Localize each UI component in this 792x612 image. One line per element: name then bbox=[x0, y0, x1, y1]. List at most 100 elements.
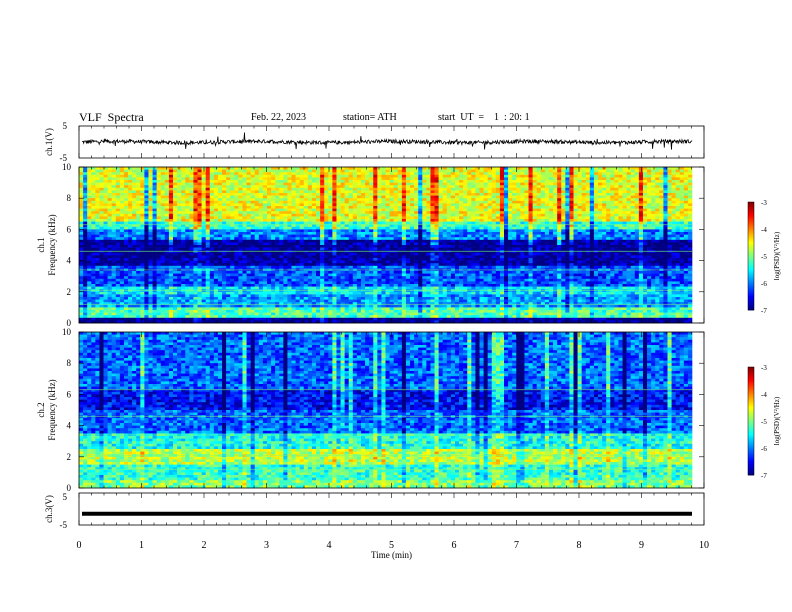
spectrogram-cell bbox=[202, 232, 206, 235]
spectrogram-cell bbox=[189, 214, 193, 217]
spectrogram-cell bbox=[606, 216, 610, 219]
spectrogram-cell bbox=[373, 185, 377, 188]
spectrogram-cell bbox=[361, 211, 365, 214]
spectrogram-cell bbox=[238, 214, 242, 217]
spectrogram-cell bbox=[520, 177, 524, 180]
spectrogram-cell bbox=[500, 185, 504, 188]
spectrogram-cell bbox=[287, 167, 291, 170]
spectrogram-cell bbox=[545, 177, 549, 180]
spectrogram-cell bbox=[242, 237, 246, 240]
spectrogram-cell bbox=[328, 248, 332, 251]
spectrogram-cell bbox=[512, 190, 516, 193]
spectrogram-cell bbox=[684, 180, 688, 183]
spectrogram-cell bbox=[247, 209, 251, 212]
spectrogram-cell bbox=[87, 193, 91, 196]
spectrogram-cell bbox=[83, 242, 87, 245]
spectrogram-cell bbox=[116, 242, 120, 245]
spectrogram-cell bbox=[271, 245, 275, 248]
spectrogram-cell bbox=[173, 222, 177, 225]
spectrogram-cell bbox=[524, 167, 528, 170]
spectrogram-cell bbox=[484, 196, 488, 199]
spectrogram-cell bbox=[492, 214, 496, 217]
spectrogram-cell bbox=[95, 175, 99, 178]
spectrogram-cell bbox=[627, 222, 631, 225]
spectrogram-cell bbox=[594, 167, 598, 170]
spectrogram-cell bbox=[247, 216, 251, 219]
spectrogram-cell bbox=[398, 203, 402, 206]
spectrogram-cell bbox=[451, 248, 455, 251]
spectrogram-cell bbox=[512, 183, 516, 186]
spectrogram-cell bbox=[381, 188, 385, 191]
spectrogram-cell bbox=[238, 250, 242, 253]
spectrogram-cell bbox=[198, 201, 202, 204]
spectrogram-cell bbox=[439, 235, 443, 238]
spectrogram-cell bbox=[296, 237, 300, 240]
spectrogram-cell bbox=[529, 227, 533, 230]
spectrogram-cell bbox=[414, 250, 418, 253]
spectrogram-cell bbox=[202, 185, 206, 188]
spectrogram-cell bbox=[430, 227, 434, 230]
spectrogram-cell bbox=[116, 198, 120, 201]
spectrogram-cell bbox=[467, 177, 471, 180]
spectrogram-cell bbox=[565, 201, 569, 204]
spectrogram-cell bbox=[210, 198, 214, 201]
spectrogram-cell bbox=[500, 190, 504, 193]
spectrogram-cell bbox=[316, 214, 320, 217]
spectrogram-cell bbox=[573, 170, 577, 173]
spectrogram-cell bbox=[181, 201, 185, 204]
spectrogram-cell bbox=[132, 180, 136, 183]
spectrogram-cell bbox=[488, 206, 492, 209]
spectrogram-cell bbox=[578, 240, 582, 243]
spectrogram-cell bbox=[308, 203, 312, 206]
spectrogram-cell bbox=[263, 214, 267, 217]
spectrogram-cell bbox=[500, 196, 504, 199]
spectrogram-cell bbox=[300, 209, 304, 212]
spectrogram-cell bbox=[623, 180, 627, 183]
spectrogram-cell bbox=[578, 242, 582, 245]
spectrogram-cell bbox=[361, 201, 365, 204]
spectrogram-cell bbox=[635, 175, 639, 178]
spectrogram-cell bbox=[373, 232, 377, 235]
spectrogram-cell bbox=[108, 201, 112, 204]
spectrogram-cell bbox=[492, 237, 496, 240]
spectrogram-cell bbox=[83, 203, 87, 206]
spectrogram-cell bbox=[345, 240, 349, 243]
spectrogram-cell bbox=[206, 214, 210, 217]
spectrogram-cell bbox=[251, 232, 255, 235]
spectrogram-cell bbox=[557, 185, 561, 188]
spectrogram-cell bbox=[198, 188, 202, 191]
spectrogram-cell bbox=[128, 227, 132, 230]
spectrogram-cell bbox=[353, 219, 357, 222]
spectrogram-cell bbox=[610, 180, 614, 183]
spectrogram-cell bbox=[479, 183, 483, 186]
spectrogram-cell bbox=[353, 172, 357, 175]
spectrogram-cell bbox=[328, 180, 332, 183]
spectrogram-cell bbox=[561, 216, 565, 219]
spectrogram-cell bbox=[647, 222, 651, 225]
spectrogram-cell bbox=[639, 219, 643, 222]
spectrogram-cell bbox=[537, 193, 541, 196]
spectrogram-cell bbox=[275, 209, 279, 212]
spectrogram-cell bbox=[234, 190, 238, 193]
spectrogram-cell bbox=[496, 222, 500, 225]
spectrogram-cell bbox=[144, 167, 148, 170]
spectrogram-cell bbox=[672, 170, 676, 173]
spectrogram-cell bbox=[320, 198, 324, 201]
spectrogram-cell bbox=[296, 196, 300, 199]
spectrogram-cell bbox=[104, 177, 108, 180]
spectrogram-cell bbox=[663, 193, 667, 196]
spectrogram-cell bbox=[651, 240, 655, 243]
spectrogram-cell bbox=[242, 240, 246, 243]
spectrogram-cell bbox=[173, 219, 177, 222]
spectrogram-cell bbox=[230, 209, 234, 212]
spectrogram-cell bbox=[140, 219, 144, 222]
spectrogram-cell bbox=[451, 206, 455, 209]
spectrogram-cell bbox=[512, 214, 516, 217]
spectrogram-cell bbox=[651, 196, 655, 199]
spectrogram-cell bbox=[332, 242, 336, 245]
spectrogram-cell bbox=[614, 175, 618, 178]
spectrogram-cell bbox=[688, 222, 692, 225]
spectrogram-cell bbox=[193, 219, 197, 222]
spectrogram-cell bbox=[357, 188, 361, 191]
spectrogram-cell bbox=[614, 245, 618, 248]
